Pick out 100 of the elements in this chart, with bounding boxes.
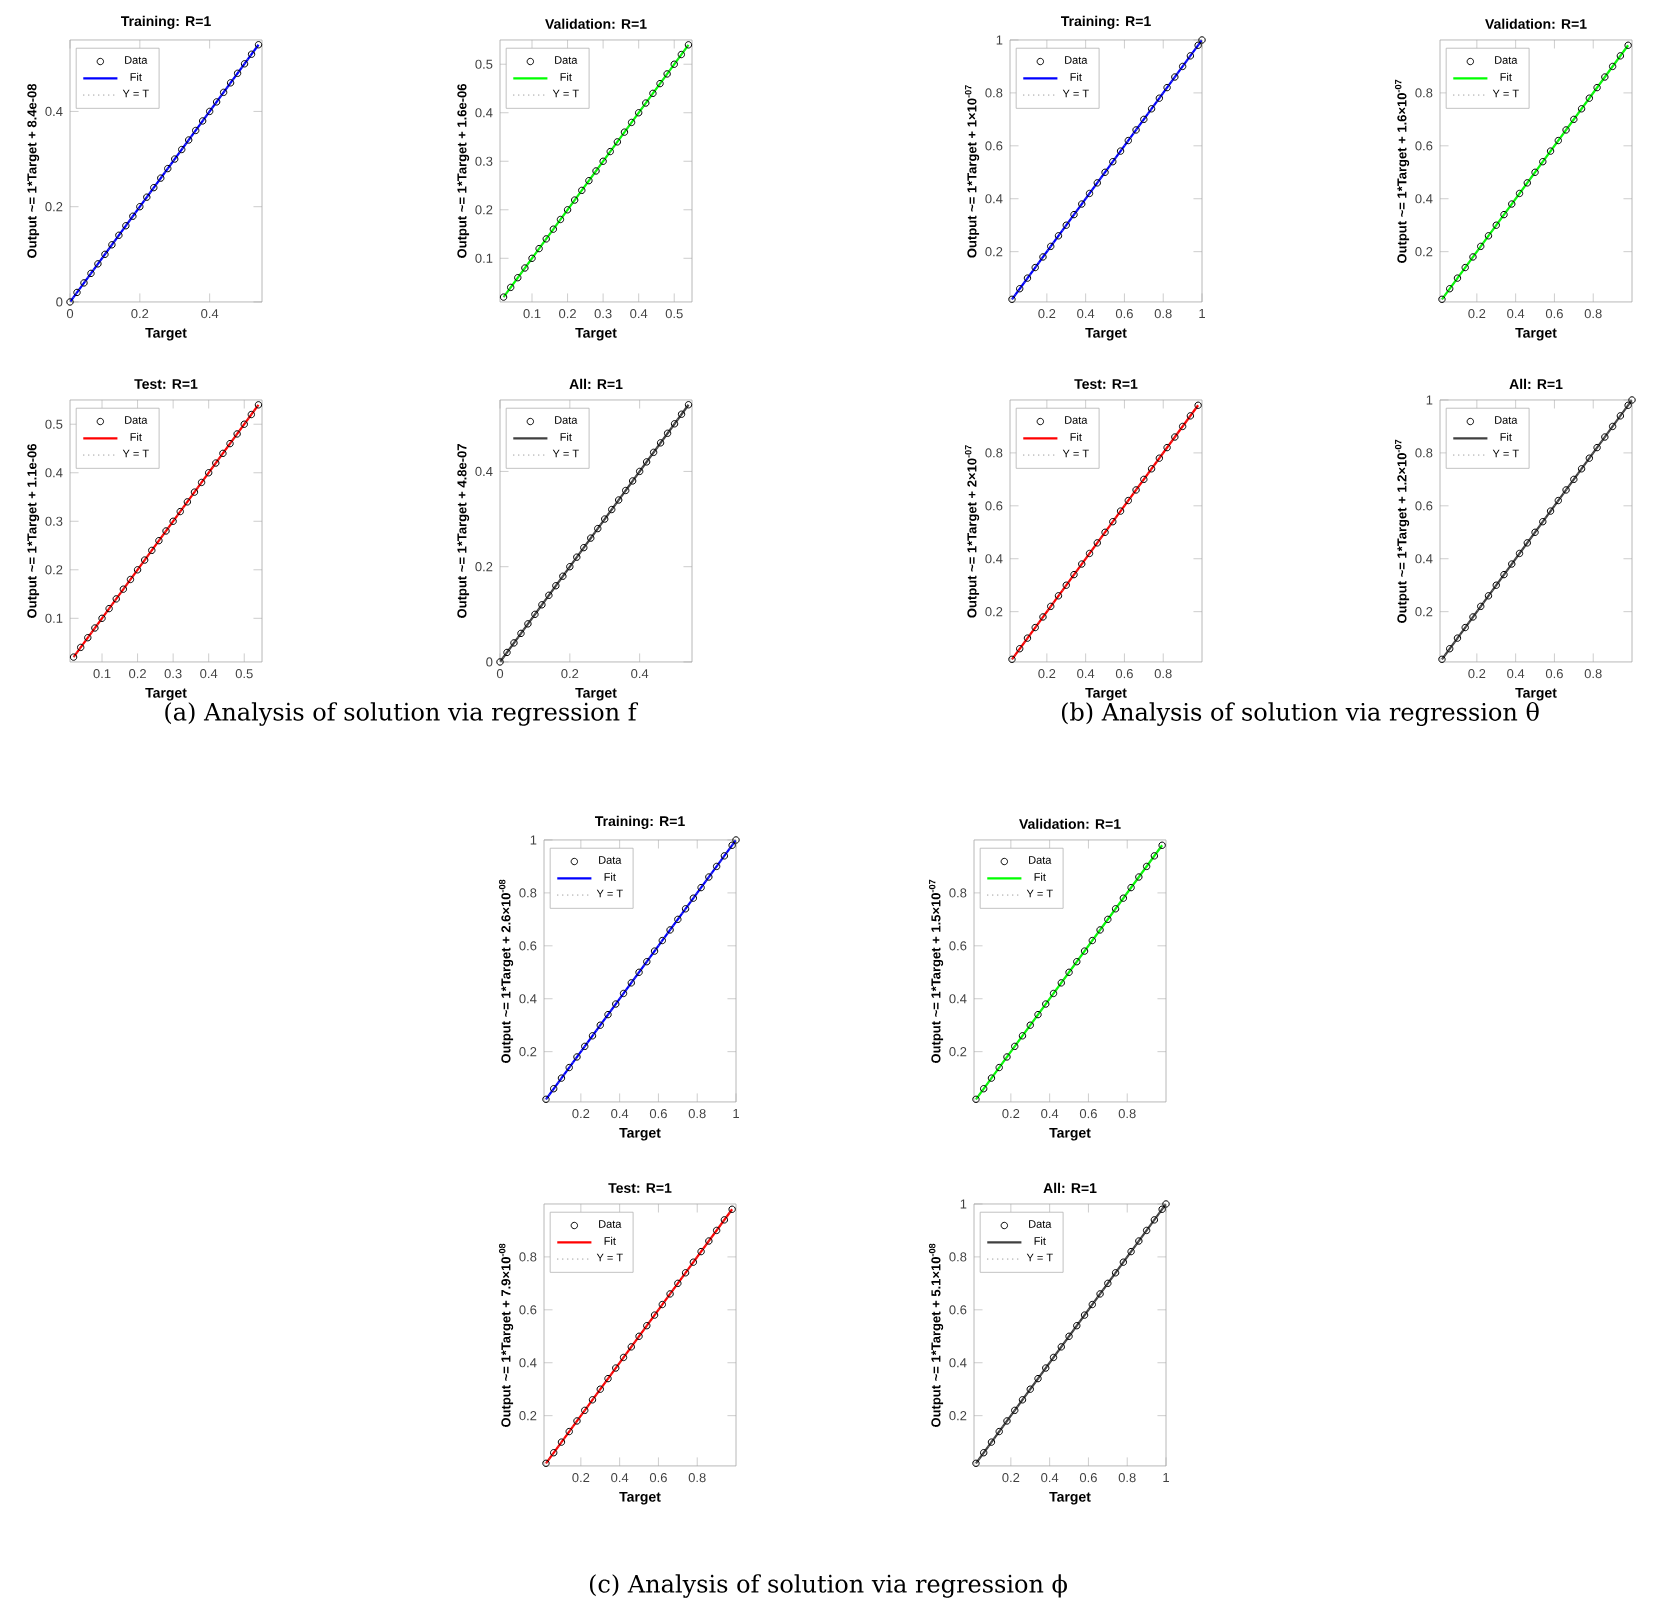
- point: [1562, 486, 1570, 494]
- point: [1446, 285, 1454, 293]
- point: [656, 79, 664, 88]
- point: [1142, 1226, 1151, 1235]
- point: [1003, 1053, 1011, 1061]
- point: [1608, 62, 1617, 71]
- point: [1461, 263, 1469, 272]
- point: [552, 582, 560, 590]
- point: [612, 1000, 620, 1008]
- point: [524, 620, 532, 628]
- point: [521, 264, 529, 272]
- point: [1096, 1290, 1104, 1298]
- point: [573, 1417, 581, 1425]
- point: [689, 1258, 698, 1266]
- point: [578, 186, 586, 195]
- point: [119, 585, 128, 593]
- point: [1585, 94, 1594, 102]
- point: [663, 429, 672, 438]
- point: [1031, 623, 1039, 632]
- point: [1477, 242, 1485, 251]
- point: [720, 1216, 729, 1224]
- point: [76, 643, 85, 652]
- point: [596, 1021, 604, 1029]
- point: [1593, 443, 1601, 452]
- point: [592, 167, 600, 175]
- point: [1194, 41, 1202, 49]
- point: [697, 883, 705, 892]
- point: [658, 936, 667, 945]
- point: [183, 498, 192, 506]
- point: [1101, 168, 1109, 176]
- text: (c) Analysis of solution via regression ϕ: [589, 1574, 1067, 1598]
- point: [1147, 105, 1156, 113]
- point: [1073, 1322, 1081, 1330]
- point: [1585, 454, 1594, 462]
- point: [91, 624, 99, 632]
- point: [66, 298, 74, 306]
- point: [987, 1438, 996, 1446]
- point: [1119, 1258, 1128, 1266]
- point: [563, 206, 572, 214]
- point: [1158, 1205, 1166, 1213]
- point: [581, 1042, 589, 1051]
- point: [1124, 136, 1133, 145]
- point: [550, 1449, 558, 1457]
- point: [677, 410, 686, 418]
- point: [1003, 1417, 1011, 1425]
- point: [219, 88, 228, 97]
- point: [565, 1063, 573, 1072]
- point: [684, 41, 693, 49]
- point: [628, 477, 637, 485]
- point: [1065, 968, 1073, 976]
- point: [1047, 602, 1055, 611]
- point: [1438, 295, 1446, 303]
- point: [84, 634, 92, 642]
- point: [247, 410, 256, 419]
- point: [1150, 852, 1159, 860]
- point: [1078, 200, 1086, 208]
- point: [649, 89, 657, 98]
- point: [1616, 52, 1625, 60]
- point: [1515, 549, 1524, 558]
- point: [1492, 581, 1500, 589]
- point: [212, 98, 221, 106]
- point: [642, 99, 650, 107]
- point: [1034, 1010, 1042, 1019]
- point: [643, 1322, 651, 1330]
- point: [1171, 73, 1179, 81]
- point: [1026, 1021, 1034, 1029]
- point: [732, 836, 740, 844]
- point: [689, 894, 698, 902]
- point: [620, 128, 629, 136]
- point: [108, 241, 116, 249]
- point: [601, 515, 609, 523]
- point: [219, 449, 227, 458]
- point: [557, 1438, 566, 1446]
- point: [634, 109, 643, 117]
- point: [1171, 433, 1179, 441]
- point: [573, 553, 581, 561]
- point: [1062, 221, 1070, 229]
- point: [212, 459, 220, 467]
- point: [1140, 115, 1148, 124]
- point: [1116, 507, 1125, 515]
- point: [1054, 592, 1063, 600]
- point: [162, 527, 170, 535]
- point: [1554, 496, 1563, 505]
- point: [1080, 947, 1089, 955]
- point: [1531, 528, 1539, 536]
- point: [1158, 841, 1166, 849]
- point: [143, 193, 151, 201]
- point: [1453, 634, 1462, 642]
- point: [559, 572, 567, 580]
- point: [681, 905, 690, 913]
- point: [656, 439, 665, 447]
- point: [728, 1205, 736, 1213]
- point: [1049, 989, 1058, 998]
- point: [720, 852, 729, 860]
- point: [1034, 1374, 1042, 1383]
- point: [169, 517, 177, 525]
- point: [705, 1237, 713, 1245]
- point: [697, 1247, 705, 1256]
- point: [1132, 126, 1140, 134]
- point: [1096, 926, 1104, 934]
